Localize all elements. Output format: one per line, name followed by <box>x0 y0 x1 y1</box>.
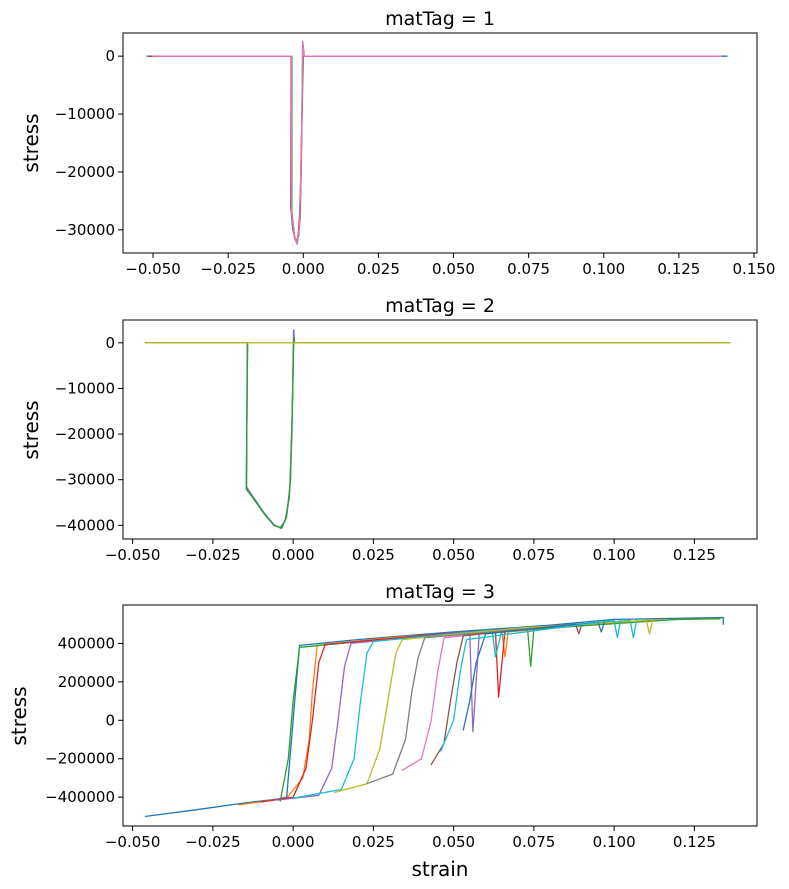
x-tick-label: 0.125 <box>673 546 716 564</box>
series-line-10 <box>430 623 583 766</box>
x-tick-label: −0.025 <box>185 833 241 851</box>
series-line-2 <box>144 330 731 530</box>
x-tick-label: 0.025 <box>352 546 395 564</box>
y-tick-label: −200000 <box>45 750 115 768</box>
x-tick-label: 0.050 <box>432 546 475 564</box>
x-tick-label: 0.150 <box>733 260 776 278</box>
subplot-2-series <box>144 329 731 530</box>
x-tick-label: 0.000 <box>272 833 315 851</box>
x-tick-label: 0.100 <box>582 260 625 278</box>
subplot-3-xlabel: strain <box>412 857 469 881</box>
y-tick-label: −20000 <box>55 425 115 443</box>
y-tick-label: −400000 <box>45 788 115 806</box>
subplot-2-ylabel: stress <box>19 400 43 459</box>
subplot-2: matTag = 2 stress −0.050 −0.025 0.000 0.025… <box>19 295 758 564</box>
subplot-1-series <box>146 40 728 245</box>
y-tick-label: 0 <box>105 334 115 352</box>
x-tick-label: 0.025 <box>352 833 395 851</box>
x-tick-label: 0.075 <box>507 260 550 278</box>
x-tick-label: −0.050 <box>125 260 181 278</box>
subplot-3-series <box>144 616 724 818</box>
x-tick-label: 0.075 <box>512 833 555 851</box>
subplot-1-ylabel: stress <box>19 113 43 172</box>
subplot-1-xticks: −0.050 −0.025 0.000 0.025 0.050 0.075 0.100 0.1… <box>125 253 775 278</box>
x-tick-label: 0.000 <box>272 546 315 564</box>
x-tick-label: 0.100 <box>593 833 636 851</box>
subplot-1-title: matTag = 1 <box>385 8 495 30</box>
series-line-9 <box>401 624 567 771</box>
subplot-1-frame <box>122 32 758 254</box>
x-tick-label: 0.050 <box>432 833 475 851</box>
y-tick-label: −20000 <box>55 163 115 181</box>
x-tick-label: −0.050 <box>105 546 161 564</box>
series-line-3 <box>152 55 719 244</box>
subplot-2-xticks: −0.050 −0.025 0.000 0.025 0.050 0.075 0.100 0.1… <box>105 539 716 564</box>
series-line-2 <box>149 41 722 244</box>
x-tick-label: −0.025 <box>200 260 256 278</box>
subplot-3-title: matTag = 3 <box>385 581 495 603</box>
x-tick-label: 0.100 <box>593 546 636 564</box>
series-line-11 <box>462 621 606 731</box>
series-line-1 <box>144 616 724 818</box>
subplot-3-ylabel: stress <box>7 686 31 745</box>
series-line-12 <box>440 619 622 752</box>
subplot-3: matTag = 3 stress strain −0.050 −0.025 0.0… <box>7 581 758 881</box>
series-line-8 <box>366 626 551 785</box>
y-tick-label: −10000 <box>55 379 115 397</box>
y-tick-label: −30000 <box>55 471 115 489</box>
y-tick-label: −30000 <box>55 221 115 239</box>
y-tick-label: −40000 <box>55 516 115 534</box>
y-tick-label: 200000 <box>58 673 115 691</box>
y-tick-label: 400000 <box>58 634 115 652</box>
series-line-1 <box>144 329 731 529</box>
subplot-1-yticks: −30000 −20000 −10000 0 <box>55 47 123 239</box>
subplot-3-frame <box>122 604 758 827</box>
series-line-3 <box>144 337 731 529</box>
series-line-5 <box>276 623 583 801</box>
series-line-6 <box>292 619 638 799</box>
series-line-3 <box>279 618 721 802</box>
subplot-3-xticks: −0.050 −0.025 0.000 0.025 0.050 0.075 0.100 0.1… <box>105 826 716 851</box>
subplot-3-yticks: −400000 −200000 0 200000 400000 <box>45 634 123 806</box>
subplot-2-yticks: −40000 −30000 −20000 −10000 0 <box>55 334 123 534</box>
subplot-2-frame <box>122 319 758 540</box>
series-line-7 <box>334 619 654 794</box>
x-tick-label: 0.075 <box>512 546 555 564</box>
series-line-4 <box>260 629 506 803</box>
series-line-4 <box>149 42 716 245</box>
subplot-2-title: matTag = 2 <box>385 295 495 317</box>
subplot-1: matTag = 1 stress −0.050 −0.025 0.000 0.025… <box>19 8 775 278</box>
x-tick-label: 0.000 <box>282 260 325 278</box>
x-tick-label: −0.050 <box>105 833 161 851</box>
x-tick-label: 0.125 <box>657 260 700 278</box>
x-tick-label: 0.050 <box>432 260 475 278</box>
series-line-1 <box>146 41 728 243</box>
y-tick-label: 0 <box>105 711 115 729</box>
y-tick-label: 0 <box>105 47 115 65</box>
y-tick-label: −10000 <box>55 105 115 123</box>
x-tick-label: 0.125 <box>673 833 716 851</box>
series-line-5 <box>152 40 722 245</box>
x-tick-label: −0.025 <box>185 546 241 564</box>
x-tick-label: 0.025 <box>357 260 400 278</box>
